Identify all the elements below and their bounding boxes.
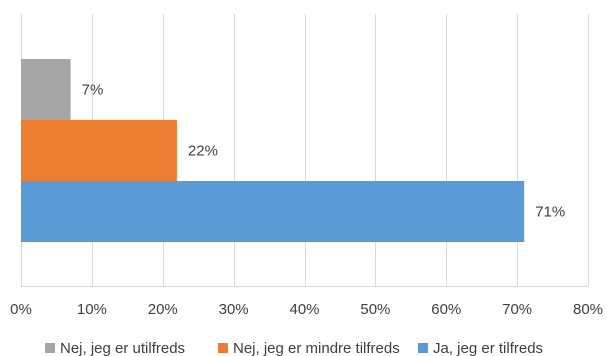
bar-1 [21, 59, 71, 120]
x-tick-label: 20% [148, 301, 178, 318]
x-tick-label: 70% [502, 301, 532, 318]
x-tick-label: 80% [573, 301, 603, 318]
bar-2 [21, 120, 177, 181]
x-tick-label: 30% [219, 301, 249, 318]
data-label: 22% [188, 143, 218, 160]
data-label: 71% [535, 204, 565, 221]
x-tick-label: 10% [77, 301, 107, 318]
legend-swatch [218, 343, 228, 353]
legend-swatch [45, 343, 55, 353]
legend: Nej, jeg er utilfreds Nej, jeg er mindre … [45, 340, 543, 356]
legend-label: Nej, jeg er utilfreds [60, 340, 185, 356]
legend-label: Ja, jeg er tilfreds [433, 340, 543, 356]
gridlines [21, 14, 589, 287]
x-tick-label: 40% [289, 301, 319, 318]
x-tick-label: 50% [360, 301, 390, 318]
legend-label: Nej, jeg er mindre tilfreds [233, 340, 400, 356]
data-label: 7% [82, 82, 104, 99]
bars [21, 59, 525, 242]
x-axis-ticks: 0% 10% 20% 30% 40% 50% 60% 70% 80% [10, 301, 603, 318]
bar-3 [21, 181, 525, 242]
x-tick-label: 60% [431, 301, 461, 318]
x-tick-label: 0% [10, 301, 32, 318]
legend-swatch [418, 343, 428, 353]
data-labels: 7% 22% 71% [82, 82, 566, 221]
